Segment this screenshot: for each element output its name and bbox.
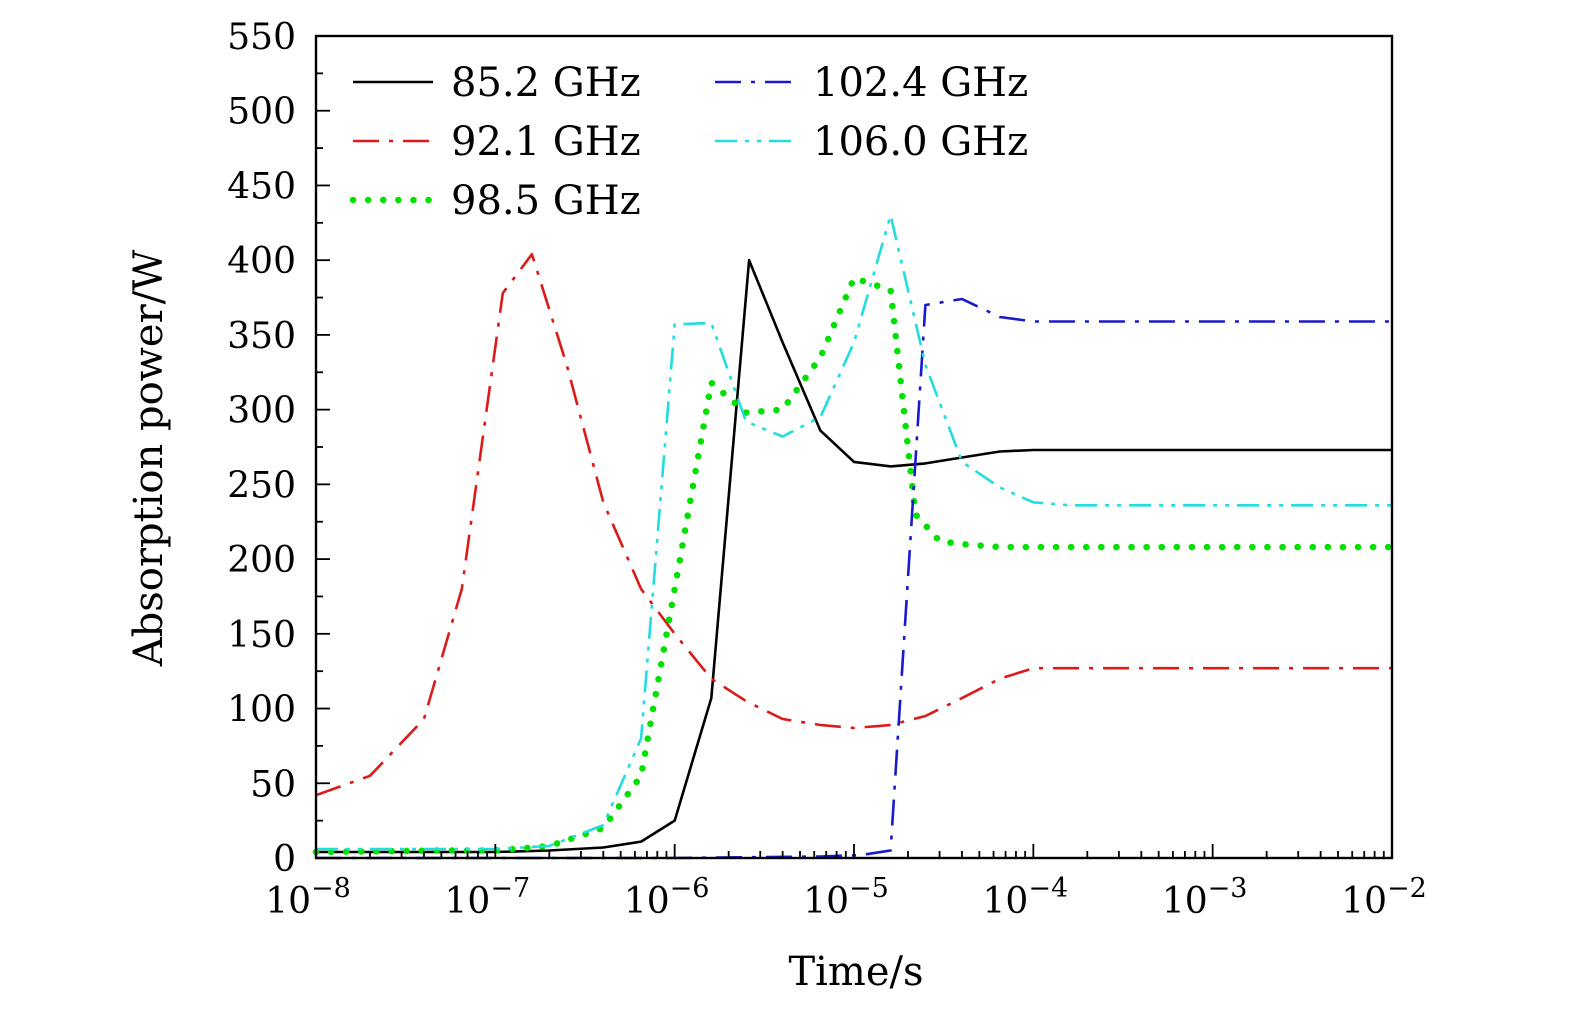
y-tick-label: 550 xyxy=(227,17,296,58)
series-line-3 xyxy=(312,274,1396,856)
tick-labels: 10−8 10−7 10−6 10−5 10−4 10−3 10−2 0 50 100 150 200… xyxy=(227,17,1427,922)
y-tick-label: 500 xyxy=(227,92,296,133)
legend: 85.2 GHz 92.1 GHz 98.5 GHz 102.4 GHz 106.0 G… xyxy=(349,60,1028,224)
y-tick-label: 450 xyxy=(227,166,296,207)
y-axis-title: Absorption power/W xyxy=(126,250,172,668)
y-tick-label: 150 xyxy=(227,615,296,656)
legend-label-4: 102.4 GHz xyxy=(813,60,1028,106)
axis-ticks xyxy=(315,35,1393,859)
legend-label-5: 106.0 GHz xyxy=(813,119,1028,165)
x-tick-label: 10−4 xyxy=(983,873,1069,922)
x-tick-label: 10−7 xyxy=(445,873,531,922)
series-line-4 xyxy=(316,297,1392,860)
y-tick-label: 0 xyxy=(273,839,296,880)
y-tick-label: 400 xyxy=(227,241,296,282)
series-line-5 xyxy=(316,214,1392,851)
series-layer xyxy=(312,214,1396,860)
legend-label-3: 98.5 GHz xyxy=(451,178,641,224)
series-line-2 xyxy=(315,252,1392,797)
x-tick-label: 10−6 xyxy=(624,873,710,922)
y-tick-label: 250 xyxy=(227,465,296,506)
y-tick-label: 50 xyxy=(250,764,296,805)
y-tick-label: 350 xyxy=(227,316,296,357)
y-tick-label: 100 xyxy=(227,690,296,731)
x-axis-title: Time/s xyxy=(788,949,923,995)
series-line-1 xyxy=(316,258,1392,854)
x-tick-label: 10−3 xyxy=(1162,873,1248,922)
y-tick-label: 200 xyxy=(227,540,296,581)
x-tick-label: 10−5 xyxy=(803,873,889,922)
legend-label-2: 92.1 GHz xyxy=(451,119,641,165)
legend-label-1: 85.2 GHz xyxy=(451,60,641,106)
x-tick-label: 10−8 xyxy=(265,873,351,922)
x-tick-label: 10−2 xyxy=(1341,873,1427,922)
y-tick-label: 300 xyxy=(227,391,296,432)
